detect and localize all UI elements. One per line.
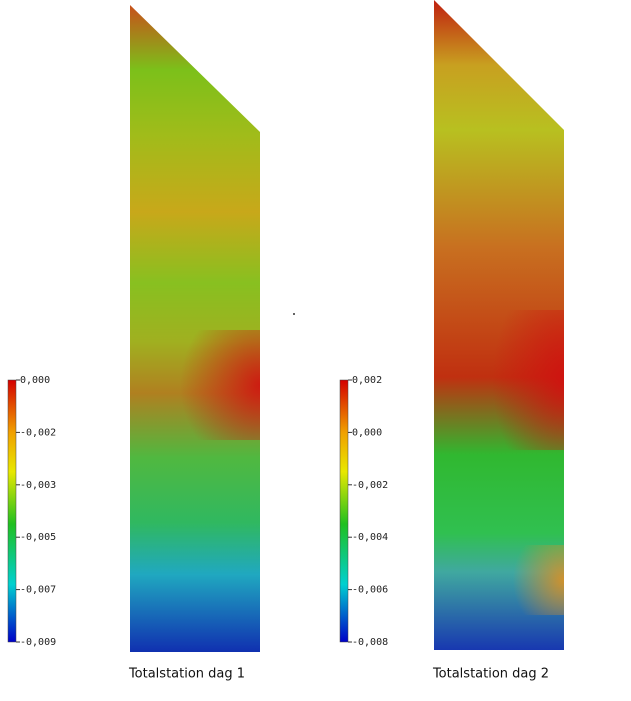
tick-label: -0,002 [352, 480, 388, 491]
colorbar-ticks: 0,000 -0,002 -0,003 -0,005 -0,007 -0,009 [16, 375, 56, 648]
tick-label: 0,000 [352, 427, 382, 438]
hot-spot [500, 545, 564, 615]
tick-label: -0,007 [20, 585, 56, 596]
contour-plot [130, 5, 260, 652]
colorbar [7, 379, 17, 643]
tick-label: -0,006 [352, 585, 388, 596]
tick-label: -0,005 [20, 532, 56, 543]
tick-label: -0,009 [20, 637, 56, 648]
tick-label: 0,002 [352, 375, 382, 386]
tick-label: -0,002 [20, 427, 56, 438]
colorbar-ticks: 0,002 0,000 -0,002 -0,004 -0,006 -0,008 [348, 375, 388, 648]
tick-label: -0,004 [352, 532, 388, 543]
tick-label: 0,000 [20, 375, 50, 386]
hot-spot [474, 310, 564, 450]
tick-label: -0,008 [352, 637, 388, 648]
hot-spot [160, 330, 260, 440]
colorbar [339, 379, 349, 643]
caption: Totalstation dag 1 [128, 667, 245, 682]
dot [293, 313, 295, 315]
caption: Totalstation dag 2 [432, 667, 549, 682]
tick-label: -0,003 [20, 480, 56, 491]
